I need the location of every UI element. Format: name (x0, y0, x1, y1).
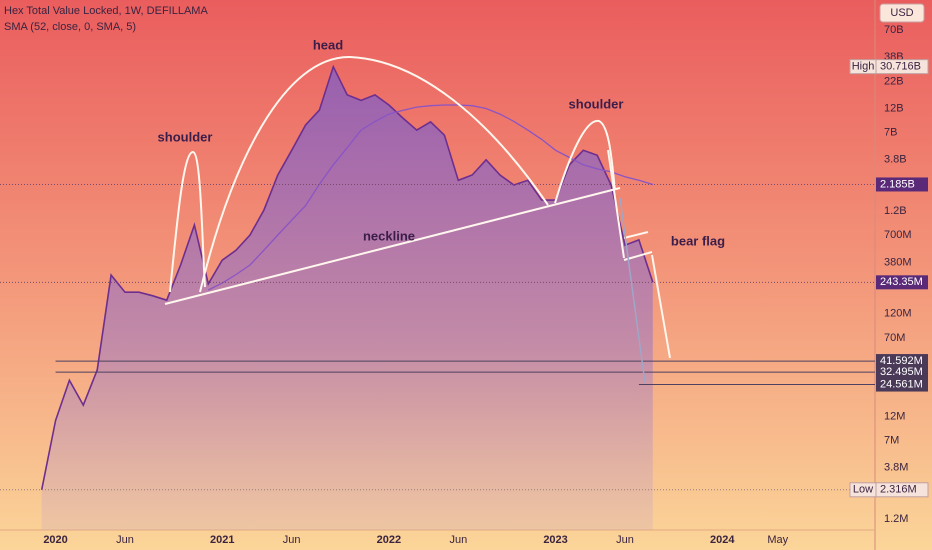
series-legend: SMA (52, close, 0, SMA, 5) (4, 21, 136, 33)
x-tick-label: 2022 (377, 534, 401, 546)
y-tick-label: 7B (884, 126, 897, 138)
y-tick-label: 22B (884, 75, 904, 87)
price-box (876, 275, 928, 290)
high-name: High (852, 61, 875, 73)
x-tick-label: 2023 (543, 534, 567, 546)
y-tick-label: 70B (884, 24, 904, 36)
y-tick-label: 3.8M (884, 462, 908, 474)
neckline-line (164, 187, 621, 305)
y-tick-label: 70M (884, 332, 905, 344)
level-box (876, 365, 928, 380)
series-line (208, 104, 653, 291)
low-name: Low (853, 484, 873, 496)
price-label: 243.35M (880, 276, 923, 288)
currency[interactable]: USD (890, 7, 913, 19)
level-label: 41.592M (880, 355, 923, 367)
y-tick-label: 380M (884, 256, 912, 268)
y-tick-label: 1.2M (884, 513, 908, 525)
x-tick-label: Jun (283, 534, 301, 546)
plot (0, 64, 875, 530)
price-box (876, 177, 928, 192)
projection-line (619, 197, 646, 384)
annotation: neckline (363, 228, 415, 243)
level-label: 24.561M (880, 378, 923, 390)
annotation: shoulder (158, 129, 213, 144)
series-legend: Hex Total Value Locked, 1W, DEFILLAMA (4, 5, 208, 17)
x-tick-label: 2021 (210, 534, 234, 546)
high-label: 30.716B (880, 61, 921, 73)
y-tick-label: 7M (884, 434, 899, 446)
level-box (876, 354, 928, 369)
annotation: bear flag (671, 233, 725, 248)
x-tick-label: May (767, 534, 788, 546)
y-tick-label: 120M (884, 308, 912, 320)
annotation: shoulder (569, 96, 624, 111)
low-box (875, 482, 929, 498)
y-tick-label: 1.2B (884, 205, 907, 217)
left-shoulder-arc (169, 150, 206, 293)
currency-box[interactable] (879, 3, 925, 23)
area-fill (41, 66, 653, 530)
y-tick-label: 700M (884, 229, 912, 241)
y-tick-label: 3.8B (884, 154, 907, 166)
right-shoulder-arc (554, 119, 616, 204)
level-label: 32.495M (880, 366, 923, 378)
low-label: 2.316M (880, 484, 917, 496)
x-tick-label: 2020 (43, 534, 67, 546)
bear-flag-lines (607, 149, 671, 359)
series-line (40, 64, 654, 490)
y-tick-label: 12M (884, 410, 905, 422)
x-tick-label: Jun (449, 534, 467, 546)
annotation: head (313, 37, 343, 52)
price-label: 2.185B (880, 178, 915, 190)
y-tick-label: 12B (884, 102, 904, 114)
level-box (876, 377, 928, 392)
x-tick-label: 2024 (710, 534, 735, 546)
x-tick-label: Jun (616, 534, 634, 546)
head-arc (199, 55, 549, 293)
x-tick-label: Jun (116, 534, 134, 546)
high-box (875, 59, 929, 75)
drawings (164, 55, 671, 384)
